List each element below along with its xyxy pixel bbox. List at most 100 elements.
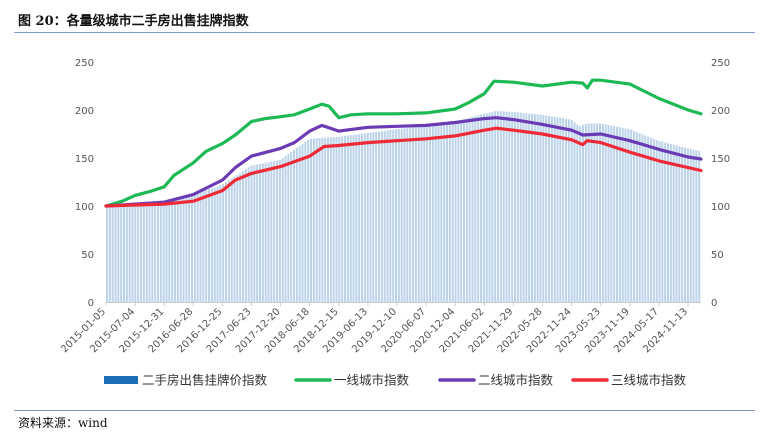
bar <box>137 202 140 302</box>
bar <box>341 136 344 302</box>
bar <box>188 195 191 302</box>
bar <box>429 125 432 302</box>
bar <box>324 137 327 302</box>
bar <box>582 124 585 303</box>
y-tick-left: 100 <box>75 202 94 213</box>
series-line-tier2 <box>104 116 703 208</box>
bar <box>142 202 145 302</box>
bar <box>335 137 338 302</box>
bar <box>259 163 262 302</box>
bar <box>499 111 502 303</box>
bar <box>179 196 182 302</box>
bar <box>236 174 239 302</box>
bar <box>692 149 695 302</box>
bar <box>579 126 582 302</box>
bar <box>553 116 556 303</box>
bar <box>491 111 494 302</box>
bar <box>366 133 369 302</box>
bar <box>624 128 627 302</box>
bar <box>222 184 225 302</box>
bar <box>298 145 301 302</box>
bar <box>593 123 596 302</box>
bar <box>650 137 653 302</box>
bar <box>171 198 174 302</box>
bar <box>244 169 247 302</box>
bar <box>185 195 188 302</box>
bar <box>159 200 162 302</box>
bar <box>497 111 500 302</box>
bar <box>191 194 194 302</box>
y-tick-left: 250 <box>75 58 94 69</box>
bar <box>261 163 264 302</box>
bar <box>584 123 587 303</box>
bar <box>533 114 536 302</box>
bar <box>134 203 137 302</box>
bar <box>522 112 525 303</box>
bar <box>599 123 602 302</box>
bar <box>123 204 126 302</box>
bar <box>253 165 256 302</box>
bar <box>669 143 672 302</box>
bar <box>219 185 222 302</box>
bar <box>148 201 151 302</box>
bar-series <box>106 111 701 303</box>
bar <box>154 201 157 302</box>
y-tick-right: 150 <box>711 154 730 165</box>
bar <box>443 123 446 302</box>
legend-label: 二线城市指数 <box>478 373 554 388</box>
bar <box>162 200 165 302</box>
bar <box>315 138 318 302</box>
legend: 二手房出售挂牌价指数 一线城市指数 二线城市指数 三线城市指数 <box>104 373 687 388</box>
bar <box>114 205 117 302</box>
bar <box>573 122 576 303</box>
bar <box>494 111 497 302</box>
bar <box>502 111 505 303</box>
bar <box>346 135 349 302</box>
bar <box>508 111 511 303</box>
bar <box>216 186 219 302</box>
bar <box>451 121 454 302</box>
bar <box>514 112 517 303</box>
bar <box>213 187 216 302</box>
bar <box>358 134 361 302</box>
bar <box>633 131 636 302</box>
y-tick-left: 50 <box>81 250 94 261</box>
bar <box>403 128 406 302</box>
bar <box>596 123 599 302</box>
bar <box>528 113 531 303</box>
bar <box>267 162 270 302</box>
series-line-tier1 <box>104 78 703 208</box>
bar <box>230 178 233 302</box>
bar <box>106 205 109 302</box>
bar <box>400 128 403 302</box>
bar <box>278 159 281 302</box>
bar <box>621 127 624 302</box>
bar <box>448 122 451 302</box>
line-series <box>104 78 703 208</box>
bar <box>372 132 375 302</box>
bar <box>312 138 315 302</box>
bar <box>117 204 120 302</box>
bar <box>618 127 621 302</box>
bar <box>511 111 514 303</box>
bar <box>386 130 389 302</box>
bar <box>145 201 148 302</box>
bar <box>610 125 613 303</box>
figure-source: 资料来源：wind <box>18 416 108 430</box>
bar <box>423 126 426 303</box>
legend-label: 三线城市指数 <box>611 373 687 388</box>
bar <box>460 119 463 302</box>
bar <box>307 139 310 302</box>
bar <box>525 113 528 303</box>
bar <box>293 149 296 302</box>
bar <box>392 129 395 302</box>
bar <box>516 112 519 303</box>
bar <box>488 112 491 302</box>
bar <box>465 118 468 302</box>
legend-label: 一线城市指数 <box>334 373 410 388</box>
bar <box>437 124 440 303</box>
bar <box>468 117 471 302</box>
bar <box>165 199 168 302</box>
bar <box>414 127 417 302</box>
bar <box>327 137 330 302</box>
